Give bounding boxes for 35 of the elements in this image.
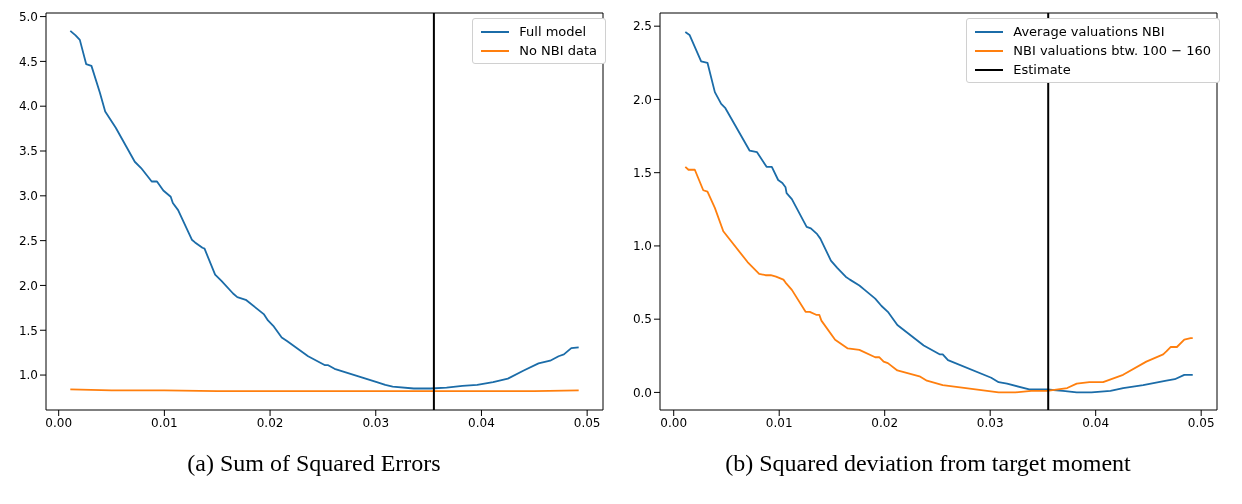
legend-label: NBI valuations btw. 100 − 160 [1013, 42, 1211, 60]
x-tick-label: 0.01 [765, 415, 793, 430]
x-tick-label: 0.03 [362, 415, 390, 430]
legend-label: Average valuations NBI [1013, 23, 1165, 41]
y-tick-label: 3.5 [18, 144, 38, 159]
ref-line-label: Estimate [1013, 61, 1071, 79]
legend-label: No NBI data [519, 42, 597, 60]
y-tick-label: 1.0 [18, 368, 38, 383]
y-tick-label: 2.0 [18, 278, 38, 293]
y-tick-label: 3.0 [18, 189, 38, 204]
legend-label: Full model [519, 23, 587, 41]
y-tick-label: 1.0 [632, 239, 652, 254]
y-tick-label: 0.0 [632, 385, 652, 400]
x-tick-label: 0.03 [976, 415, 1004, 430]
y-tick-label: 4.0 [18, 99, 38, 114]
y-tick-label: 2.5 [632, 19, 652, 34]
text: (a) Sum of Squared Errors [186, 450, 442, 477]
x-tick-label: 0.05 [573, 415, 601, 430]
line-series [684, 165, 1194, 394]
x-tick-label: 0.01 [151, 415, 178, 430]
x-tick-label: 0.04 [468, 415, 495, 430]
x-tick-label: 0.02 [256, 415, 284, 430]
y-tick-label: 5.0 [18, 9, 38, 24]
x-tick-label: 0.00 [660, 415, 688, 430]
x-tick-label: 0.02 [871, 415, 899, 430]
x-tick-label: 0.04 [1082, 415, 1110, 430]
x-tick-label: 0.00 [45, 415, 73, 430]
y-tick-label: 0.5 [632, 312, 652, 327]
y-tick-label: 4.5 [18, 54, 38, 69]
y-tick-label: 1.5 [18, 323, 38, 338]
text: (b) Squared deviation from target moment [724, 450, 1132, 477]
y-tick-label: 2.5 [18, 233, 38, 248]
y-tick-label: 2.0 [632, 92, 652, 107]
x-tick-label: 0.05 [1187, 415, 1215, 430]
y-tick-label: 1.5 [632, 165, 652, 180]
